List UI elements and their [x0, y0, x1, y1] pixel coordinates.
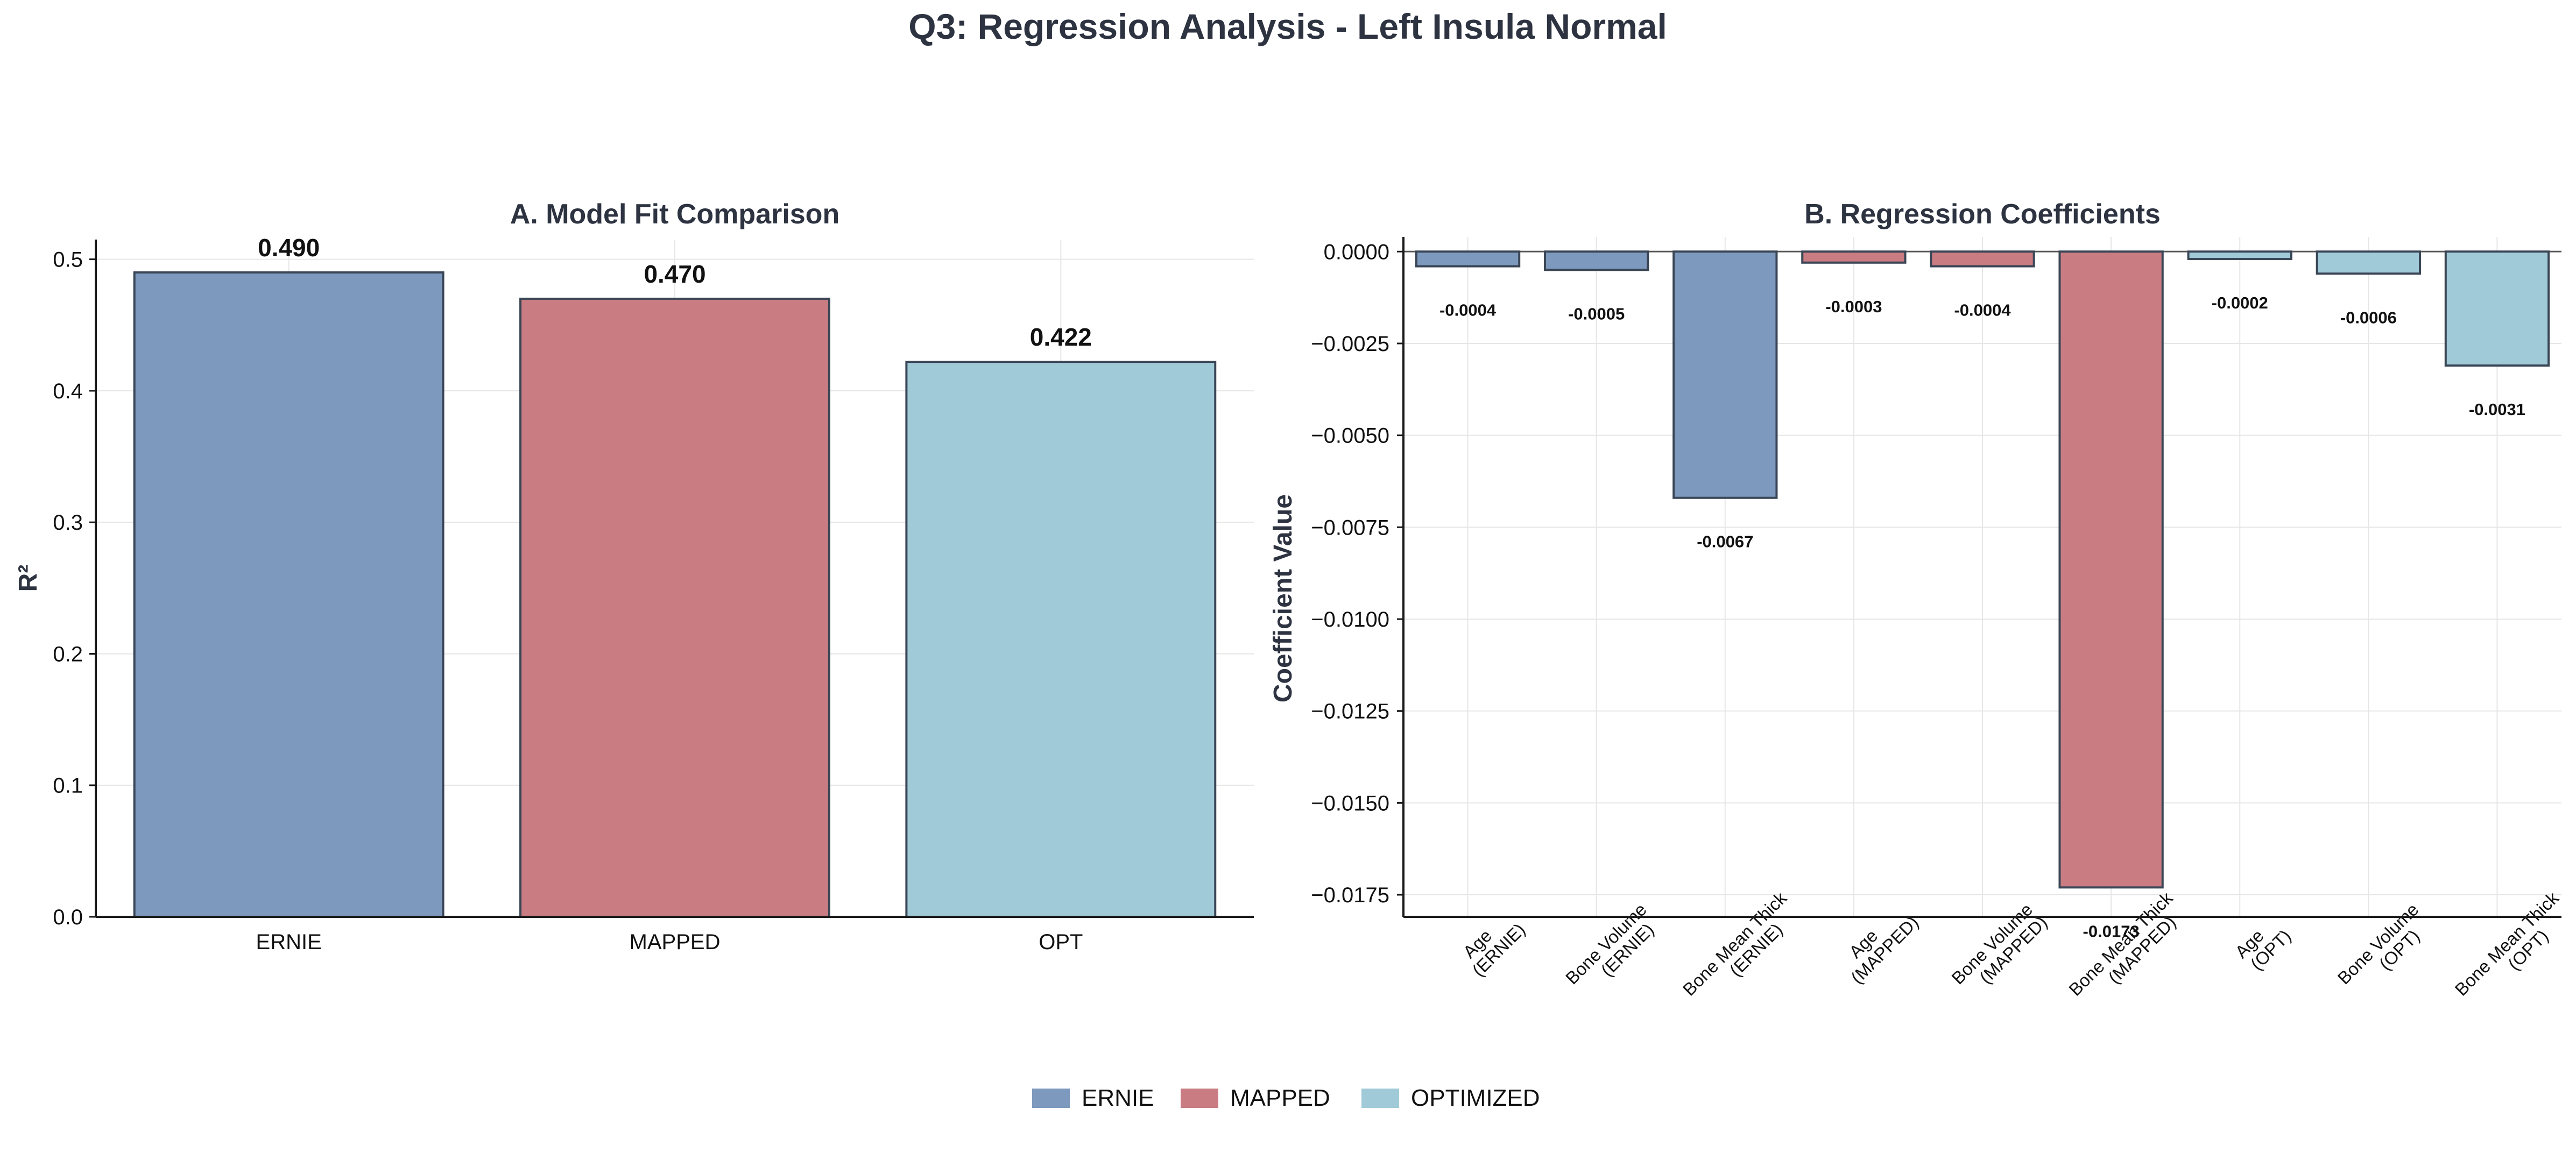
legend-swatch-ernie [1032, 1089, 1070, 1108]
panel-b-bar [2058, 250, 2164, 889]
panel-b-value-label: -0.0173 [2083, 922, 2140, 941]
panel-b-value-label: -0.0005 [1568, 304, 1625, 323]
panel-b-y-tick-label: 0.0000 [1324, 240, 1389, 264]
panel-a-y-tick-label: 0.4 [53, 380, 83, 403]
panel-b-bar [2187, 250, 2292, 260]
legend: ERNIE MAPPED OPTIMIZED [1032, 1085, 1540, 1111]
panel-b-value-label: -0.0004 [1439, 301, 1497, 320]
legend-label: OPTIMIZED [1411, 1085, 1540, 1111]
panel-a-y-tick-label: 0.5 [53, 248, 83, 272]
panel-b-y-tick-label: −0.0075 [1311, 516, 1389, 539]
panel-a-title: A. Model Fit Comparison [510, 199, 839, 230]
panel-b-value-label: -0.0031 [2469, 400, 2525, 419]
legend-swatch-optimized [1361, 1089, 1399, 1108]
panel-b-value-label: -0.0002 [2212, 293, 2268, 312]
panel-a-y-tick-label: 0.0 [53, 906, 83, 929]
panel-b-y-tick-label: −0.0050 [1311, 424, 1389, 448]
panel-b-y-tick-label: −0.0025 [1311, 332, 1389, 356]
panel-b-value-label: -0.0003 [1825, 297, 1882, 316]
panel-b-y-tick-label: −0.0150 [1311, 791, 1389, 815]
panel-a-y-axis-label: R² [14, 565, 43, 592]
panel-a-y-tick-label: 0.3 [53, 511, 83, 535]
panel-a-y-tick-label: 0.1 [53, 774, 83, 798]
legend-label: ERNIE [1082, 1085, 1154, 1111]
panel-b-bar [1415, 250, 1521, 268]
legend-swatch-mapped [1181, 1089, 1218, 1108]
panel-a-bar-ernie [133, 271, 444, 918]
panel-a-x-tick-label: OPT [1039, 930, 1083, 954]
panel-b-value-label: -0.0006 [2340, 308, 2397, 327]
panel-b-bar [2444, 250, 2550, 367]
panel-a-value-label: 0.490 [258, 234, 320, 262]
panel-b-y-tick-label: −0.0100 [1311, 608, 1389, 631]
panel-b-value-label: -0.0067 [1697, 532, 1753, 551]
panel-a-y-tick-label: 0.2 [53, 642, 83, 666]
panel-a-x-tick-label: MAPPED [630, 930, 721, 954]
panel-b-bar [2316, 250, 2421, 275]
panel-b-title: B. Regression Coefficients [1804, 199, 2161, 230]
panel-b-value-label: -0.0004 [1954, 301, 2011, 320]
panel-a-bar-opt [905, 361, 1217, 918]
panel-b-y-axis-label: Coefficient Value [1269, 494, 1297, 703]
panel-b-bar [1930, 250, 2035, 268]
figure-title: Q3: Regression Analysis - Left Insula No… [908, 6, 1667, 46]
panel-b-bar [1672, 250, 1778, 499]
panel-a-model-fit: A. Model Fit Comparison 0.490 ERNIE 0.470 MA… [14, 199, 1254, 954]
panel-a-value-label: 0.470 [644, 260, 705, 288]
panel-a-x-tick-label: ERNIE [256, 930, 322, 954]
panel-a-bar-mapped [519, 297, 830, 918]
panel-b-bar [1544, 250, 1649, 271]
panel-a-value-label: 0.422 [1030, 323, 1092, 351]
legend-label: MAPPED [1230, 1085, 1330, 1111]
panel-b-bar [1801, 250, 1907, 264]
panel-b-y-tick-label: −0.0125 [1311, 700, 1389, 724]
panel-b-y-tick-label: −0.0175 [1311, 883, 1389, 907]
